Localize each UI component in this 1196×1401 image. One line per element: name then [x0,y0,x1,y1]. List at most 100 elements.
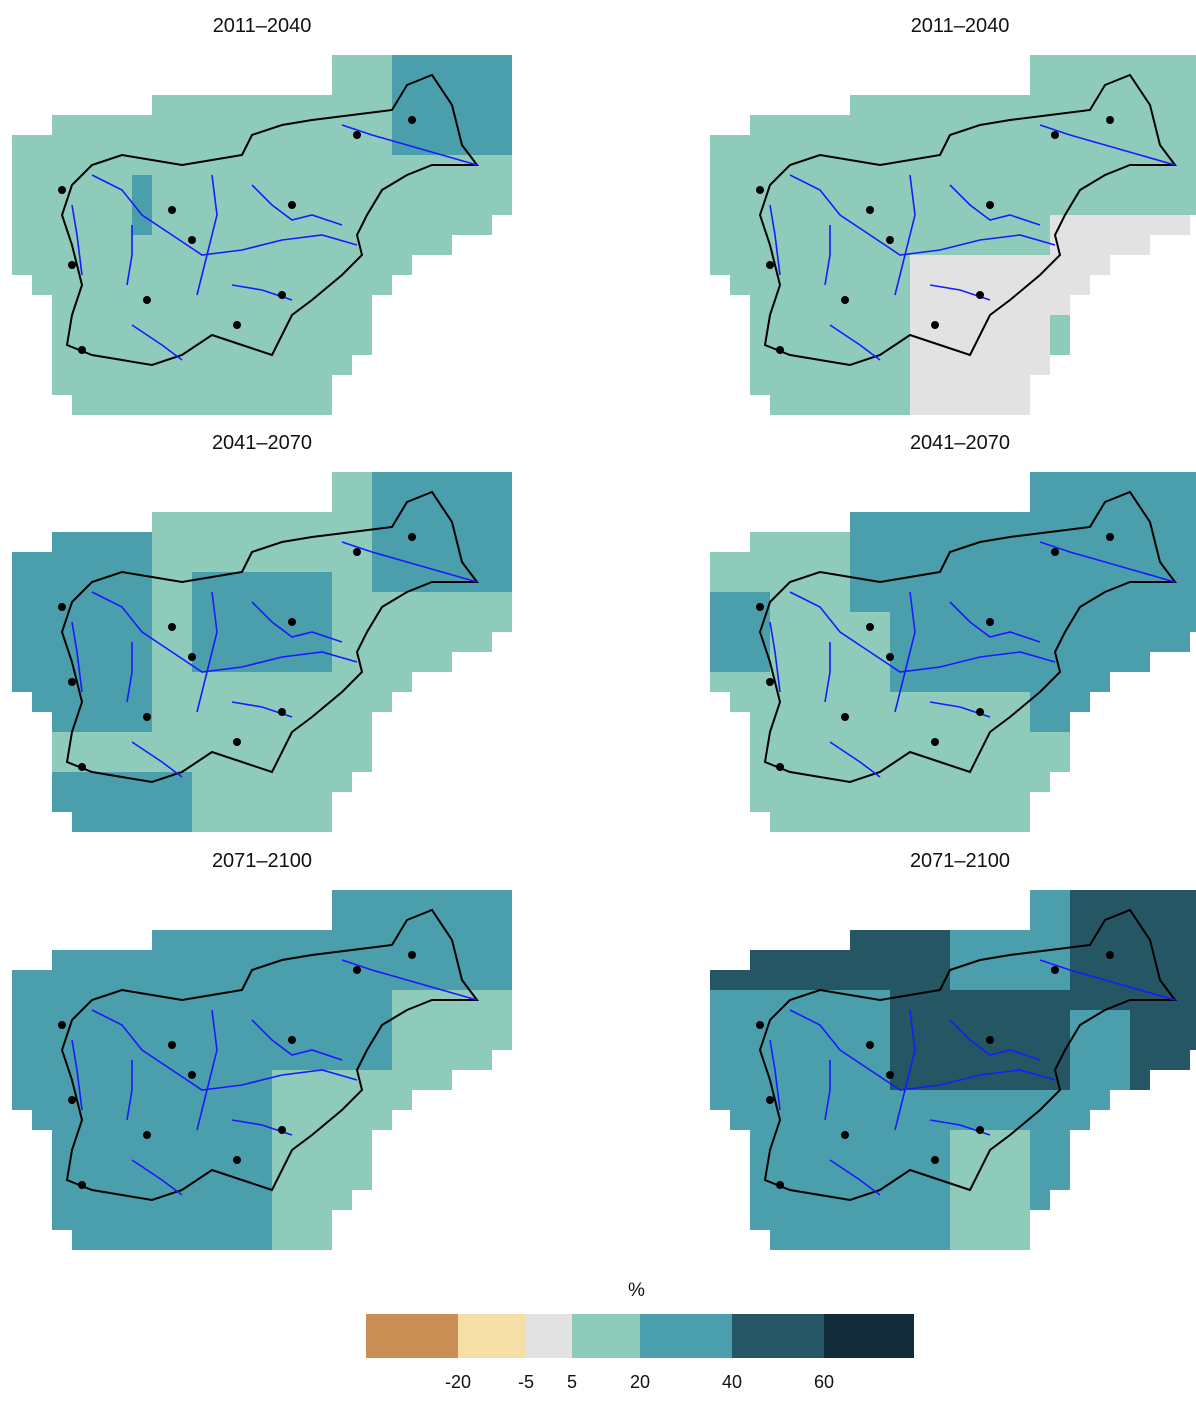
grid-cell [292,395,312,415]
grid-cell [352,135,372,155]
grid-cell [312,155,332,175]
grid-cell [950,255,970,275]
grid-cell [232,1110,252,1130]
grid-cell [192,1150,212,1170]
grid-cell [192,732,212,752]
grid-cell [730,135,750,155]
grid-cell [192,395,212,415]
grid-cell [970,1030,990,1050]
grid-cell [950,215,970,235]
grid-cell [312,1230,332,1250]
grid-cell [352,1170,372,1190]
grid-cell [970,1190,990,1210]
grid-cell [92,395,112,415]
grid-cell [212,395,232,415]
grid-cell [172,1050,192,1070]
grid-cell [52,295,72,315]
grid-cell [1070,472,1090,492]
grid-cell [1150,910,1170,930]
grid-cell [372,1050,392,1070]
grid-cell [52,1090,72,1110]
grid-cell [870,812,890,832]
grid-cell [830,1050,850,1070]
grid-cell [990,812,1010,832]
grid-cell [112,712,132,732]
grid-cell [432,512,452,532]
grid-cell [52,235,72,255]
grid-cell [432,592,452,612]
grid-cell [1030,1190,1050,1210]
grid-cell [830,552,850,572]
grid-cell [32,970,52,990]
grid-cell [970,592,990,612]
grid-cell [112,195,132,215]
grid-cell [312,812,332,832]
grid-cell [830,812,850,832]
grid-cell [352,592,372,612]
grid-cell [452,55,472,75]
grid-cell [770,1230,790,1250]
grid-cell [990,315,1010,335]
grid-cell [152,115,172,135]
grid-cell [790,732,810,752]
grid-cell [232,612,252,632]
grid-cell [332,752,352,772]
grid-cell [232,155,252,175]
grid-cell [492,1010,512,1030]
grid-cell [432,652,452,672]
grid-cell [850,930,870,950]
grid-cell [730,1110,750,1130]
grid-cell [750,712,770,732]
grid-cell [1050,95,1070,115]
grid-cell [52,1150,72,1170]
grid-cell [970,552,990,572]
grid-cell [152,812,172,832]
grid-cell [112,295,132,315]
grid-cell [112,215,132,235]
grid-cell [212,692,232,712]
grid-cell [890,235,910,255]
grid-cell [192,295,212,315]
grid-cell [412,1030,432,1050]
grid-cell [870,950,890,970]
grid-cell [212,1110,232,1130]
grid-cell [1050,195,1070,215]
grid-cell [970,712,990,732]
grid-cell [132,672,152,692]
grid-cell [1070,255,1090,275]
grid-cell [172,215,192,235]
grid-cell [272,375,292,395]
grid-cell [930,612,950,632]
grid-cell [92,295,112,315]
grid-cell [132,632,152,652]
grid-cell [212,632,232,652]
grid-cell [990,1030,1010,1050]
grid-cell [232,792,252,812]
grid-cell [272,1210,292,1230]
grid-cell [272,155,292,175]
grid-cell [492,910,512,930]
grid-cell [92,1050,112,1070]
grid-cell [930,1130,950,1150]
grid-cell [12,175,32,195]
grid-cell [172,632,192,652]
grid-cell [1010,1190,1030,1210]
grid-cell [1070,75,1090,95]
grid-cell [492,572,512,592]
grid-cell [392,910,412,930]
grid-cell [72,672,92,692]
grid-cell [890,115,910,135]
grid-cell [770,632,790,652]
grid-cell [1110,175,1130,195]
grid-cell [412,632,432,652]
grid-cell [1130,552,1150,572]
grid-cell [810,195,830,215]
grid-cell [930,1210,950,1230]
grid-cell [52,572,72,592]
grid-cell [252,195,272,215]
city-marker [68,1096,76,1104]
grid-cell [810,335,830,355]
grid-cell [710,155,730,175]
grid-cell [112,1150,132,1170]
grid-cell [332,712,352,732]
